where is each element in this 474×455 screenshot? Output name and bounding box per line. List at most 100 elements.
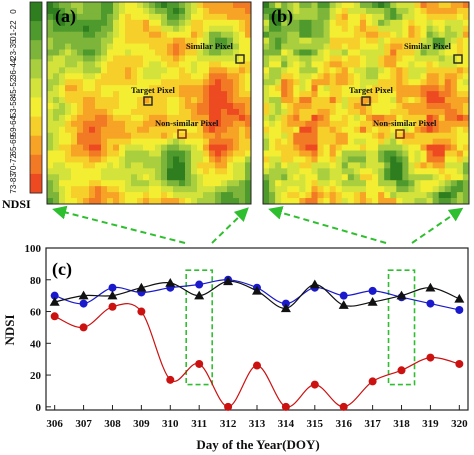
data-point <box>223 276 234 286</box>
legend-swatch <box>30 78 42 98</box>
data-point <box>455 359 464 368</box>
panel-label-a: (a) <box>55 6 76 27</box>
data-point <box>50 312 59 321</box>
target-pixel-box <box>143 96 153 106</box>
data-point <box>108 302 117 311</box>
y-axis-title: NDSI <box>2 314 17 345</box>
nonsimilar-pixel-box-b <box>395 129 405 139</box>
legend-label: 73-83 <box>9 173 18 194</box>
connector-arrows <box>52 205 464 244</box>
legend-swatch <box>30 40 42 60</box>
legend-swatch <box>30 116 42 137</box>
data-point <box>224 402 233 411</box>
legend-swatch <box>30 97 42 118</box>
ndsi-legend: 0 01-2223-3536-4445-5253-5859-6465-6970-7… <box>2 1 43 211</box>
x-tick-label: 319 <box>422 418 439 430</box>
x-axis: 306 307 308 309 310 311 312 313 314 315 316 317 318 3… <box>46 405 468 430</box>
x-tick-label: 313 <box>249 418 266 430</box>
y-tick-label: 100 <box>25 243 42 255</box>
data-point <box>108 283 117 292</box>
x-tick-label: 307 <box>75 418 92 430</box>
data-point <box>137 307 146 316</box>
legend-label: 0 <box>9 9 18 14</box>
highlight-box <box>387 269 416 386</box>
panel-label-b: (b) <box>271 6 293 27</box>
legend-swatch <box>30 59 42 79</box>
target-pixel-label: Target Pixel <box>131 85 175 95</box>
legend-label: 23-35 <box>9 39 18 60</box>
similar-pixel-box-b <box>453 54 463 64</box>
data-point <box>50 291 59 300</box>
data-point <box>252 285 262 295</box>
data-point <box>367 297 378 306</box>
nonsimilar-pixel-label: Non-similar Pixel <box>155 118 219 128</box>
legend-swatch <box>30 2 42 22</box>
map-panel-b: (b) Similar Pixel Target Pixel Non-simil… <box>262 1 470 205</box>
target-pixel-box-b <box>361 96 371 106</box>
legend-label: 36-44 <box>9 58 18 79</box>
legend-swatch <box>30 21 42 41</box>
arrow-to-map-a-left <box>52 205 186 244</box>
legend-labels: 0 01-2223-3536-4445-5253-5859-6465-6970-7… <box>9 9 18 194</box>
legend-label: 45-52 <box>9 77 18 98</box>
legend-title: NDSI <box>2 197 31 211</box>
plot-frame <box>45 247 469 411</box>
legend-label: 59-64 <box>9 115 18 136</box>
legend-swatch <box>30 154 42 175</box>
x-tick-label: 320 <box>451 418 468 430</box>
legend-label: 01-22 <box>9 20 18 41</box>
data-point <box>310 380 319 389</box>
similar-pixel-label-b: Similar Pixel <box>404 41 451 51</box>
legend-label: 70-72 <box>9 154 18 175</box>
data-point <box>425 282 436 292</box>
data-point <box>455 305 464 314</box>
legend-swatch <box>30 135 42 156</box>
legend-swatches <box>29 1 43 194</box>
data-point <box>165 277 176 287</box>
map-panel-a: (a) Similar Pixel Target Pixel Non-simil… <box>46 1 252 205</box>
data-point <box>79 323 88 332</box>
x-tick-label: 314 <box>278 418 295 430</box>
x-tick-label: 312 <box>220 418 237 430</box>
x-tick-label: 311 <box>191 418 207 430</box>
data-point <box>426 353 435 362</box>
x-tick-label: 308 <box>104 418 121 430</box>
legend-label: 65-69 <box>9 134 18 155</box>
y-tick-label: 60 <box>30 307 42 319</box>
arrow-to-map-b-left <box>268 206 387 244</box>
data-point <box>79 299 88 308</box>
data-point <box>195 359 204 368</box>
data-point <box>107 290 118 300</box>
x-tick-label: 315 <box>307 418 324 430</box>
data-point <box>195 280 204 289</box>
highlight-boxes <box>185 269 416 386</box>
data-point <box>281 402 290 411</box>
nonsimilar-pixel-box <box>177 129 187 139</box>
similar-pixel-label: Similar Pixel <box>186 41 233 51</box>
x-tick-label: 316 <box>335 418 352 430</box>
data-point <box>280 303 291 313</box>
ndsi-map-a <box>47 2 252 205</box>
series-line <box>54 303 460 408</box>
target-pixel-label-b: Target Pixel <box>349 85 393 95</box>
data-point <box>397 366 406 375</box>
data-point <box>194 290 205 300</box>
legend-swatch <box>30 173 42 194</box>
data-point <box>253 361 261 370</box>
y-tick-label: 20 <box>30 370 42 382</box>
data-point <box>309 279 320 289</box>
ndsi-map-b <box>263 2 470 205</box>
panel-label-c: (c) <box>52 259 72 280</box>
data-point <box>339 291 348 300</box>
y-tick-label: 0 <box>36 402 42 414</box>
data-point <box>368 286 377 295</box>
y-axis: 0 20 40 60 80 100 <box>25 243 51 414</box>
data-point <box>426 299 435 308</box>
y-tick-label: 80 <box>30 275 42 287</box>
data-point <box>339 402 348 411</box>
data-point <box>338 300 349 309</box>
data-point <box>136 282 147 292</box>
data-point <box>396 290 407 300</box>
highlight-box <box>185 269 213 386</box>
ndsi-time-series-chart: 0 20 40 60 80 100 306 307 308 309 310 311 312 313 314… <box>2 243 469 452</box>
